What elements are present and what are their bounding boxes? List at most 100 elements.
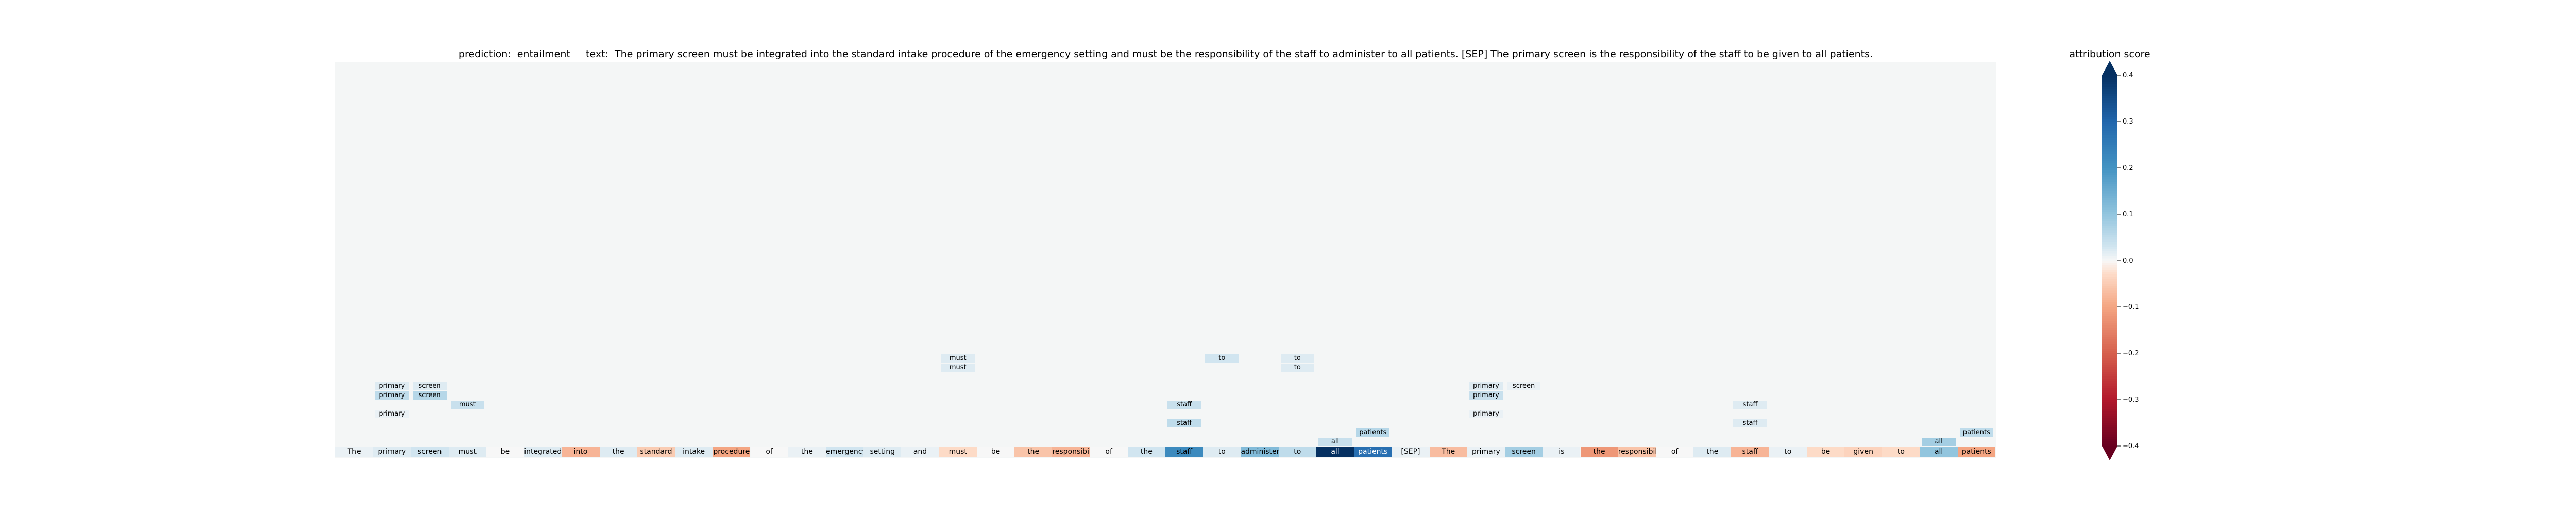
colorbar-segment: [2102, 249, 2117, 252]
attention-cell: primary: [1469, 410, 1503, 418]
chart-title: prediction: entailment text: The primary…: [335, 48, 1996, 60]
token-label: staff: [1165, 447, 1204, 457]
colorbar-segment: [2102, 89, 2117, 92]
attention-cell: staff: [1733, 419, 1767, 427]
colorbar-segment: [2102, 423, 2117, 426]
colorbar-segment: [2102, 316, 2117, 319]
colorbar-tick-label: −0.4: [2123, 442, 2139, 450]
colorbar-segment: [2102, 75, 2117, 78]
colorbar-segment: [2102, 263, 2117, 266]
colorbar-extend-min: [2102, 446, 2117, 460]
colorbar-segment: [2102, 395, 2117, 398]
colorbar-segment: [2102, 392, 2117, 396]
colorbar-segment: [2102, 427, 2117, 431]
colorbar-segment: [2102, 142, 2117, 145]
attention-cell: must: [941, 364, 975, 372]
token-label: the: [1127, 447, 1165, 457]
colorbar-segment: [2102, 383, 2117, 386]
attention-cell: all: [1922, 438, 1956, 446]
token-label: into: [562, 447, 600, 457]
attention-cell: to: [1280, 354, 1314, 363]
colorbar-segment: [2102, 193, 2117, 196]
token-label: responsibility: [1618, 447, 1656, 457]
colorbar-segment: [2102, 418, 2117, 421]
token-label: of: [1090, 447, 1128, 457]
colorbar-segment: [2102, 265, 2117, 268]
colorbar-segment: [2102, 360, 2117, 363]
attention-cell: to: [1280, 364, 1314, 372]
token-label: of: [1655, 447, 1694, 457]
colorbar-segment: [2102, 337, 2117, 340]
token-label: is: [1543, 447, 1581, 457]
colorbar-segment: [2102, 182, 2117, 185]
colorbar-segment: [2102, 207, 2117, 210]
colorbar-segment: [2102, 258, 2117, 261]
token-label: emergency: [825, 447, 864, 457]
colorbar-segment: [2102, 230, 2117, 233]
colorbar-segment: [2102, 355, 2117, 358]
colorbar-segment: [2102, 84, 2117, 88]
token-label: intake: [675, 447, 713, 457]
colorbar-segment: [2102, 363, 2117, 366]
plot-area: The primary screen must be integrated into the s…: [335, 62, 1996, 458]
colorbar-segment: [2102, 261, 2117, 264]
token-label: administer: [1241, 447, 1279, 457]
attention-cell: screen: [413, 382, 447, 390]
colorbar-segment: [2102, 302, 2117, 305]
colorbar-segment: [2102, 323, 2117, 326]
colorbar-segment: [2102, 390, 2117, 393]
colorbar-segment: [2102, 168, 2117, 171]
token-label: primary: [1467, 447, 1505, 457]
colorbar-segment: [2102, 226, 2117, 229]
colorbar-segment: [2102, 411, 2117, 414]
colorbar-segment: [2102, 205, 2117, 208]
attention-cell: patients: [1356, 428, 1390, 437]
colorbar-segment: [2102, 277, 2117, 280]
token-label: standard: [637, 447, 675, 457]
colorbar-segment: [2102, 406, 2117, 409]
colorbar-segment: [2102, 80, 2117, 83]
colorbar-segment: [2102, 430, 2117, 433]
colorbar-segment: [2102, 307, 2117, 310]
colorbar-segment: [2102, 414, 2117, 417]
colorbar-segment: [2102, 242, 2117, 245]
token-label: the: [599, 447, 637, 457]
colorbar-segment: [2102, 117, 2117, 120]
colorbar-tick-label: 0.3: [2123, 118, 2133, 126]
attention-cell: staff: [1167, 419, 1201, 427]
colorbar-segment: [2102, 318, 2117, 321]
colorbar-segment: [2102, 100, 2117, 104]
colorbar-segment: [2102, 135, 2117, 139]
colorbar-segment: [2102, 369, 2117, 372]
colorbar-segment: [2102, 314, 2117, 317]
colorbar-segment: [2102, 281, 2117, 284]
colorbar-segment: [2102, 295, 2117, 298]
colorbar-segment: [2102, 437, 2117, 440]
colorbar-segment: [2102, 151, 2117, 154]
colorbar-segment: [2102, 191, 2117, 194]
token-label: all: [1920, 447, 1958, 457]
colorbar-segment: [2102, 376, 2117, 380]
colorbar-segment: [2102, 82, 2117, 85]
token-label: screen: [1505, 447, 1543, 457]
colorbar-segment: [2102, 253, 2117, 256]
attention-cell: to: [1205, 354, 1239, 363]
colorbar-segment: [2102, 288, 2117, 291]
token-label: to: [1203, 447, 1241, 457]
colorbar-segment: [2102, 400, 2117, 403]
colorbar-segment: [2102, 233, 2117, 236]
colorbar-segment: [2102, 140, 2117, 143]
token-label: setting: [863, 447, 902, 457]
colorbar-segment: [2102, 441, 2117, 444]
colorbar-segment: [2102, 247, 2117, 250]
colorbar-segment: [2102, 177, 2117, 180]
attention-cell: staff: [1733, 401, 1767, 409]
colorbar-segment: [2102, 159, 2117, 162]
colorbar-segment: [2102, 404, 2117, 407]
colorbar-segment: [2102, 244, 2117, 247]
colorbar-segment: [2102, 200, 2117, 203]
colorbar-segment: [2102, 372, 2117, 375]
colorbar-segment: [2102, 154, 2117, 157]
colorbar-segment: [2102, 188, 2117, 192]
colorbar-segment: [2102, 138, 2117, 141]
